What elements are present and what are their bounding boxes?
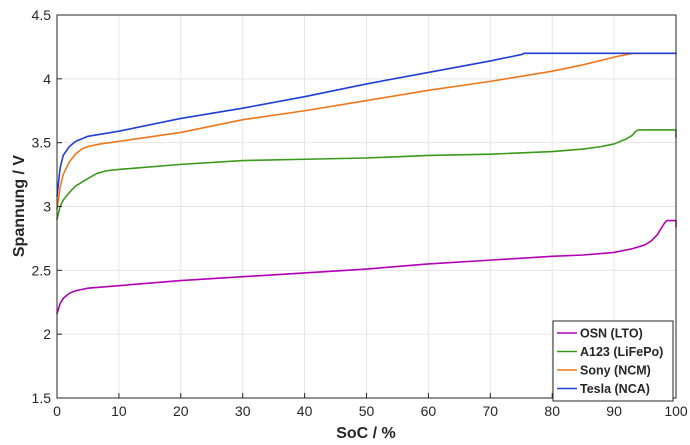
x-tick-label: 40 (297, 403, 313, 419)
x-axis-label: SoC / % (336, 425, 396, 442)
series-line-3 (56, 52, 677, 198)
y-tick-label: 2.5 (32, 262, 52, 278)
series-line-1 (56, 129, 677, 221)
series-line-0 (56, 219, 677, 315)
legend-label-0: OSN (LTO) (580, 327, 643, 341)
x-tick-label: 30 (235, 403, 251, 419)
y-tick-label: 2 (43, 326, 51, 342)
series-line-2 (56, 52, 677, 210)
legend-label-3: Tesla (NCA) (580, 382, 650, 396)
x-tick-label: 70 (483, 403, 499, 419)
legend: OSN (LTO) A123 (LiFePo) Sony (NCM) Tesla (N… (552, 320, 674, 402)
x-tick-label: 60 (421, 403, 437, 419)
series-layer (56, 52, 677, 315)
x-tick-label: 10 (111, 403, 127, 419)
y-axis-label: Spannung / V (11, 155, 28, 258)
legend-label-2: Sony (NCM) (580, 364, 651, 378)
x-tick-label: 90 (606, 403, 622, 419)
legend-label-1: A123 (LiFePo) (580, 345, 663, 359)
y-tick-label: 1.5 (32, 390, 52, 406)
x-tick-label: 20 (173, 403, 189, 419)
x-tick-label: 50 (359, 403, 375, 419)
legend-box (552, 320, 674, 402)
x-tick-label: 80 (544, 403, 560, 419)
y-tick-label: 3.5 (32, 135, 52, 151)
x-tick-label: 0 (53, 403, 61, 419)
y-tick-label: 3 (43, 199, 51, 215)
y-tick-label: 4 (43, 71, 51, 87)
x-tick-label: 100 (664, 403, 688, 419)
axis-ticks: 0 10 20 30 40 50 60 70 80 90 100 1.5 2 2.5 3 3.5 4 4.5 (32, 7, 688, 419)
y-tick-label: 4.5 (32, 7, 52, 23)
